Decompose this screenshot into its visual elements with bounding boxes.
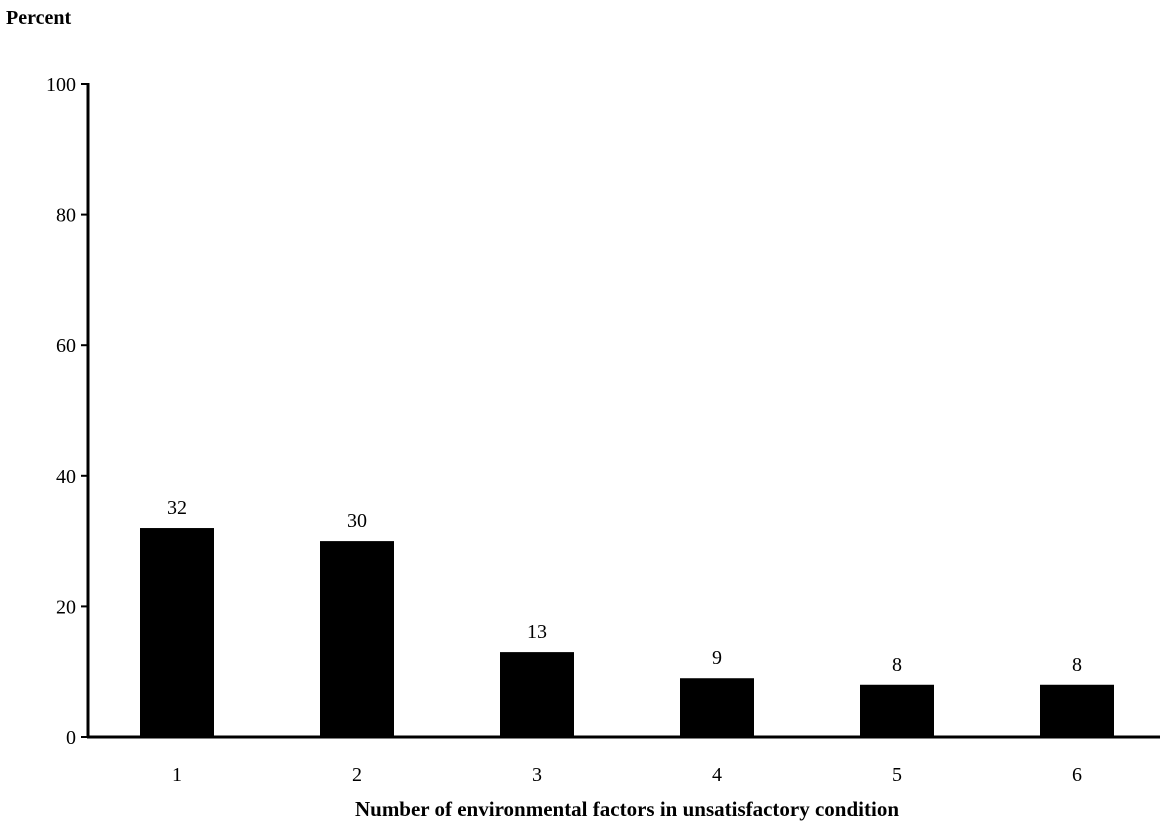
bar-value-label: 32 (167, 497, 187, 519)
y-tick-label: 80 (56, 205, 76, 227)
x-tick-label: 2 (352, 764, 362, 786)
y-axis-title: Percent (6, 7, 71, 29)
y-tick-label: 100 (46, 74, 76, 96)
bar (320, 541, 394, 737)
data-labels: 32 30 13 9 8 8 (167, 497, 1082, 676)
bar (1040, 684, 1114, 737)
bar-value-label: 8 (1072, 654, 1082, 676)
bar (680, 678, 754, 737)
bar (140, 528, 214, 737)
y-tick-label: 20 (56, 596, 76, 618)
bar-value-label: 9 (712, 647, 722, 669)
bar-value-label: 30 (347, 510, 367, 532)
bars (140, 528, 1114, 737)
x-tick-label: 1 (172, 764, 182, 786)
x-tick-label: 5 (892, 764, 902, 786)
y-tick-label: 60 (56, 335, 76, 357)
x-axis-title: Number of environmental factors in unsat… (355, 797, 899, 821)
y-axis: 0 20 40 60 80 100 (46, 74, 90, 749)
x-tick-label: 3 (532, 764, 542, 786)
bar (860, 684, 934, 737)
x-tick-label: 6 (1072, 764, 1082, 786)
bar (500, 652, 574, 737)
y-tick-label: 40 (56, 466, 76, 488)
x-tick-label: 4 (712, 764, 722, 786)
y-tick-label: 0 (66, 727, 76, 749)
bar-value-label: 8 (892, 654, 902, 676)
bar-value-label: 13 (527, 621, 547, 643)
x-axis: 1 2 3 4 5 6 (87, 735, 1160, 786)
